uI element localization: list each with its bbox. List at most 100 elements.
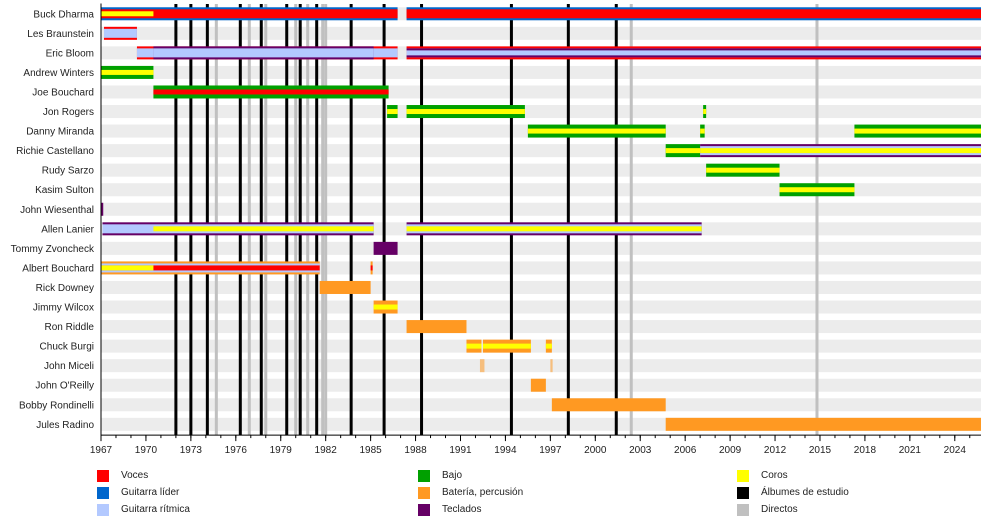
legend-label: Coros [761, 470, 788, 481]
member-bar-stripe-backing-vocals [406, 226, 702, 232]
band-timeline-chart: Buck Dharma Les Braunstein Eric Bloom Andre… [11, 3, 982, 456]
row-band [101, 241, 981, 255]
member-label: Les Braunstein [27, 29, 94, 40]
studio-album-line [420, 4, 424, 436]
member-bar-inner2 [406, 55, 982, 58]
member-label: Tommy Zvoncheck [11, 244, 95, 255]
legend-label: Álbumes de estudio [761, 487, 849, 498]
tick-label: 2015 [809, 445, 832, 456]
member-bar-stripe-backing-vocals [703, 109, 707, 115]
member-bar-drums [551, 398, 666, 412]
legend-label: Batería, percusión [442, 487, 524, 498]
member-bar-stripe-backing-vocals [101, 265, 154, 271]
tick-label: 2012 [764, 445, 787, 456]
member-bar-stripe-backing-vocals [700, 128, 705, 134]
tick-label: 1979 [270, 445, 293, 456]
tick-label: 1982 [315, 445, 338, 456]
tick-label: 1970 [135, 445, 158, 456]
member-bar-stripe-backing-vocals [854, 128, 981, 134]
row-band [101, 202, 981, 216]
member-label: Rick Downey [36, 283, 94, 294]
member-label: John Miceli [44, 361, 94, 372]
member-label: Buck Dharma [33, 9, 94, 20]
legend-label: Guitarra líder [121, 487, 180, 498]
member-bar-drums [550, 359, 553, 373]
member-label: Eric Bloom [46, 48, 94, 59]
tick-label: 1973 [180, 445, 203, 456]
live-album-line [214, 4, 218, 436]
member-bar-drums [530, 378, 546, 392]
legend-item-lead-guitar: Guitarra líder [97, 484, 190, 501]
studio-album-line [614, 4, 618, 436]
member-bar-drums [665, 417, 981, 431]
row-band [101, 26, 981, 40]
member-label: Jules Radino [36, 420, 94, 431]
member-bar-stripe-vocals [153, 89, 389, 95]
member-bar-stripe-backing-vocals [101, 69, 154, 75]
member-bar-stripe-backing-vocals [545, 343, 552, 349]
row-band [101, 280, 981, 294]
legend-label: Bajo [442, 470, 463, 481]
legend-item-backing-vocals: Coros [737, 467, 849, 484]
studio-album-line [566, 4, 570, 436]
tick-label: 2024 [944, 445, 967, 456]
studio-album-line [315, 4, 319, 436]
legend-swatch [737, 486, 749, 499]
studio-album-line [259, 4, 263, 436]
tick-label: 1994 [494, 445, 517, 456]
row-band [101, 183, 981, 197]
studio-album-line [238, 4, 242, 436]
legend-item-studio-album: Álbumes de estudio [737, 484, 849, 501]
legend-swatch [418, 503, 430, 516]
member-bar-inner-rhythm-guitar [103, 28, 137, 38]
member-label: John O'Reilly [35, 381, 94, 392]
member-bar-stripe-backing-vocals [406, 109, 525, 115]
member-bar-drums [319, 280, 371, 294]
row-band [101, 65, 981, 79]
row-band [101, 339, 981, 353]
legend-label: Voces [121, 470, 149, 481]
tick-label: 1997 [539, 445, 562, 456]
member-label: Rudy Sarzo [42, 166, 95, 177]
legend-col-3: Coros Álbumes de estudio Directos [737, 467, 849, 518]
legend-swatch [97, 469, 109, 482]
member-label: Joe Bouchard [32, 87, 94, 98]
member-bars [101, 7, 982, 431]
tick-label: 1988 [404, 445, 427, 456]
member-label: John Wiesenthal [20, 205, 94, 216]
live-album-line [247, 4, 251, 436]
tick-label: 2000 [584, 445, 607, 456]
studio-album-line [509, 4, 513, 436]
member-bar-drums [406, 320, 467, 334]
member-bar-stripe-backing-vocals [101, 11, 154, 17]
live-album-line [815, 4, 819, 436]
legend-item-live-album: Directos [737, 501, 849, 518]
row-band [101, 163, 981, 177]
album-lines [174, 4, 819, 436]
member-bar-inner-vocals [406, 9, 982, 19]
member-bar-stripe-backing-vocals [387, 109, 398, 115]
member-bar-stripe-backing-vocals [466, 343, 482, 349]
member-bar-inner2 [406, 48, 982, 51]
member-bar-inner-vocals [101, 9, 398, 19]
member-label: Andrew Winters [23, 68, 94, 79]
legend-label: Guitarra rítmica [121, 504, 190, 515]
legend-swatch [418, 469, 430, 482]
member-bar-stripe-backing-vocals [779, 187, 855, 193]
tick-label: 2021 [899, 445, 922, 456]
row-band [101, 398, 981, 412]
member-label: Jon Rogers [43, 107, 94, 118]
row-band [101, 261, 981, 275]
legend-item-drums: Batería, percusión [418, 484, 523, 501]
row-band [101, 320, 981, 334]
member-bar-keyboards [101, 202, 104, 216]
member-label: Jimmy Wilcox [33, 303, 94, 314]
tick-label: 2006 [674, 445, 697, 456]
member-label: Richie Castellano [16, 146, 94, 157]
row-band [101, 105, 981, 119]
member-bar-stripe-backing-vocals [700, 148, 981, 154]
legend-label: Teclados [442, 504, 482, 515]
tick-label: 2009 [719, 445, 742, 456]
row-band [101, 359, 981, 373]
member-bar-stripe-vocals [370, 265, 373, 271]
